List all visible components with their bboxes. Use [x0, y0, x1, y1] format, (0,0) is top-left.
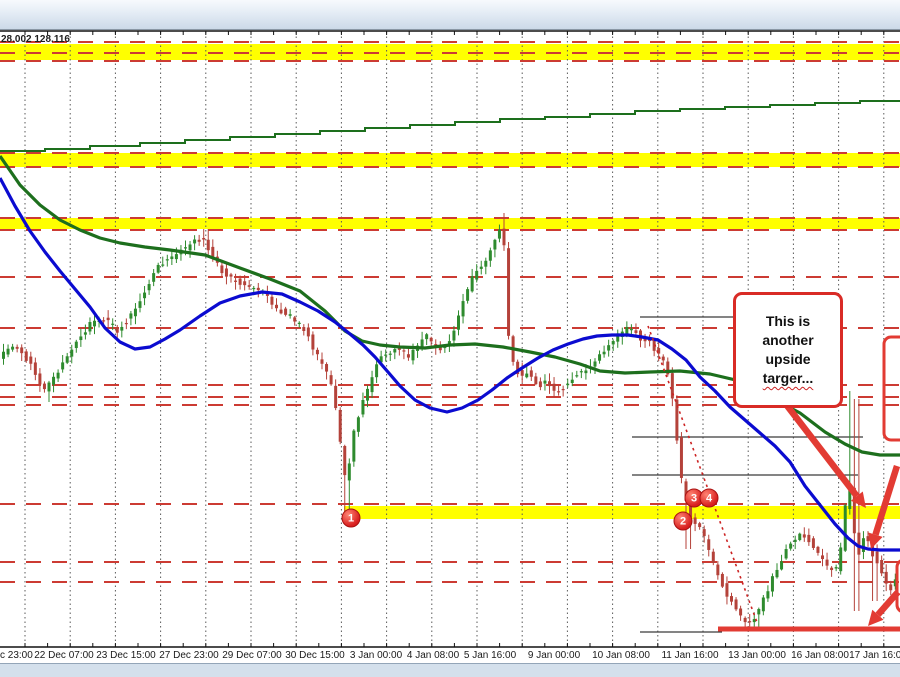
x-axis-label: 3 Jan 00:00 — [349, 650, 403, 661]
candles-series — [2, 213, 897, 630]
callout-line-2: another — [762, 332, 814, 348]
ma-blue-line — [0, 177, 900, 552]
x-axis-label: 4 Jan 08:00 — [406, 650, 460, 661]
callout-line-4: targer... — [762, 370, 814, 386]
marker-4[interactable]: 4 — [699, 488, 719, 508]
x-axis-label: c 23:00 — [0, 650, 33, 661]
x-axis-label: 10 Jan 08:00 — [592, 650, 650, 661]
axis-frame — [0, 30, 900, 648]
x-axis-label: 30 Dec 15:00 — [285, 650, 345, 661]
x-axis-label: 22 Dec 07:00 — [34, 650, 94, 661]
x-axis-label: 5 Jan 16:00 — [463, 650, 517, 661]
window-chrome-bottom — [0, 663, 900, 677]
marker-1[interactable]: 1 — [341, 508, 361, 528]
dashed-price-levels — [0, 41, 900, 583]
upside-target-callout[interactable]: This is another upside targer... — [733, 292, 843, 408]
price-label: 28.002 128.116 — [1, 34, 70, 45]
dashed-trendline[interactable] — [647, 325, 759, 626]
x-axis-label: 11 Jan 16:00 — [661, 650, 719, 661]
x-axis-label: 29 Dec 07:00 — [222, 650, 282, 661]
x-axis-label: 13 Jan 00:00 — [728, 650, 786, 661]
callout-line-3: upside — [765, 351, 811, 367]
x-axis: c 23:00 22 Dec 07:00 23 Dec 15:00 27 Dec 23… — [0, 648, 900, 663]
red-arrows[interactable] — [782, 401, 900, 626]
callout-line-1: This is — [765, 313, 811, 329]
window-chrome-top — [0, 0, 900, 30]
x-axis-label: 16 Jan 08:00 — [791, 650, 849, 661]
x-axis-label: 27 Dec 23:00 — [159, 650, 219, 661]
red-target-boxes[interactable] — [882, 335, 900, 613]
x-axis-label: 9 Jan 00:00 — [527, 650, 581, 661]
step-line-indicator — [0, 100, 900, 152]
x-axis-label: 23 Dec 15:00 — [96, 650, 156, 661]
black-target-levels — [632, 316, 863, 633]
marker-2[interactable]: 2 — [673, 511, 693, 531]
x-axis-label: 17 Jan 16:00 — [849, 650, 900, 661]
